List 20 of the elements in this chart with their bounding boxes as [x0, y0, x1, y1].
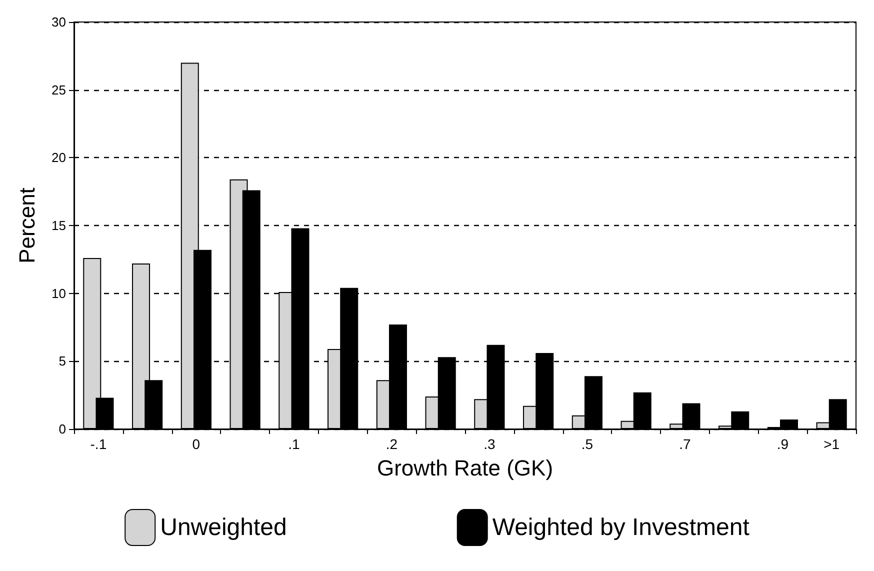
x-tick-label: 0: [192, 436, 200, 452]
y-tick-label: 5: [58, 354, 66, 369]
x-tick-label: >1: [824, 436, 840, 452]
x-axis-title: Growth Rate (GK): [376, 456, 554, 480]
legend-label: Weighted by Investment: [492, 514, 750, 541]
y-tick-label: 25: [52, 82, 66, 98]
y-tick-label: 30: [52, 14, 66, 30]
y-tick-label: 20: [52, 150, 66, 166]
y-tick-label: 0: [58, 422, 66, 436]
x-tick-label: .5: [581, 436, 594, 452]
x-tick-label: .2: [386, 436, 398, 452]
y-tick-label: 15: [52, 218, 66, 233]
y-axis-title: Percent: [14, 188, 40, 264]
x-tick-label: .1: [288, 436, 300, 452]
x-tick-label: -.1: [90, 436, 107, 452]
x-tick-label: .3: [484, 436, 496, 452]
y-tick-label: 10: [52, 286, 66, 301]
legend-label: Unweighted: [160, 514, 287, 541]
x-tick-label: .9: [776, 436, 789, 452]
x-tick-label: .7: [679, 436, 691, 452]
